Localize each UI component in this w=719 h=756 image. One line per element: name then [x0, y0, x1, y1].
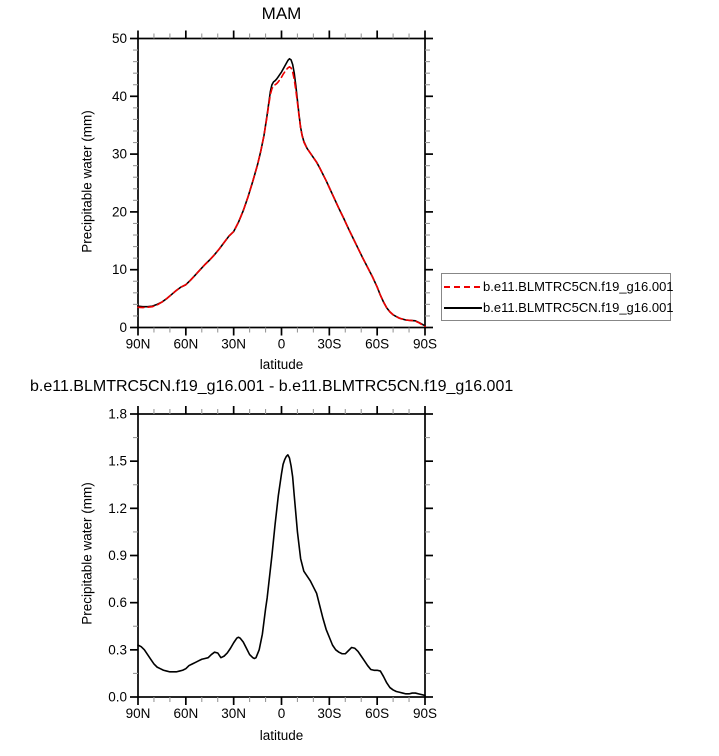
curve-black-solid [137, 454, 426, 697]
y-tick-label: 1.5 [108, 454, 127, 469]
x-tick-label: 30N [221, 337, 246, 352]
top-chart-xlabel: latitude [259, 357, 304, 372]
x-tick-label: 60S [365, 706, 389, 721]
x-tick-label: 90S [413, 337, 437, 352]
x-tick-label: 30S [317, 337, 341, 352]
x-tick-label: 90N [126, 337, 151, 352]
x-tick-label: 60N [173, 706, 198, 721]
x-tick-label: 60S [365, 337, 389, 352]
y-tick-label: 0.9 [108, 548, 127, 563]
x-tick-label: 30N [221, 706, 246, 721]
x-tick-label: 0 [278, 337, 286, 352]
y-tick-label: 1.8 [108, 407, 127, 422]
legend-label-black: b.e11.BLMTRC5CN.f19_g16.001 [483, 300, 674, 315]
legend: b.e11.BLMTRC5CN.f19_g16.001 b.e11.BLMTRC… [441, 273, 674, 321]
legend-entry-red-dashed: b.e11.BLMTRC5CN.f19_g16.001 [444, 278, 674, 296]
bottom-chart-title: b.e11.BLMTRC5CN.f19_g16.001 - b.e11.BLMT… [30, 378, 514, 395]
y-tick-label: 0.3 [108, 642, 127, 657]
y-tick-label: 0 [119, 320, 127, 335]
y-tick-label: 10 [112, 262, 127, 277]
legend-entry-black-solid: b.e11.BLMTRC5CN.f19_g16.001 [444, 299, 674, 317]
curve-black-solid [137, 57, 426, 327]
plot-box [137, 37, 426, 329]
top-chart-title: MAM [261, 4, 302, 23]
curve-red-dashed [137, 66, 426, 328]
bottom-chart-xlabel: latitude [259, 728, 304, 743]
x-tick-label: 90N [126, 706, 151, 721]
x-tick-label: 90S [413, 706, 437, 721]
legend-red-dashed-line-icon [444, 285, 482, 288]
y-tick-label: 0.0 [108, 690, 127, 705]
y-tick-label: 30 [112, 147, 127, 162]
legend-black-solid-line-icon [444, 306, 482, 309]
x-tick-label: 0 [278, 706, 286, 721]
y-tick-label: 20 [112, 204, 127, 219]
x-tick-label: 60N [173, 337, 198, 352]
legend-label-red: b.e11.BLMTRC5CN.f19_g16.001 [483, 279, 674, 294]
y-tick-label: 1.2 [108, 501, 127, 516]
plot-box [137, 413, 426, 698]
x-tick-label: 30S [317, 706, 341, 721]
y-tick-label: 0.6 [108, 595, 127, 610]
bottom-chart-ylabel: Precipitable water (mm) [79, 482, 95, 625]
y-tick-label: 50 [112, 31, 127, 46]
y-tick-label: 40 [112, 89, 127, 104]
top-chart-ylabel: Precipitable water (mm) [79, 110, 95, 253]
